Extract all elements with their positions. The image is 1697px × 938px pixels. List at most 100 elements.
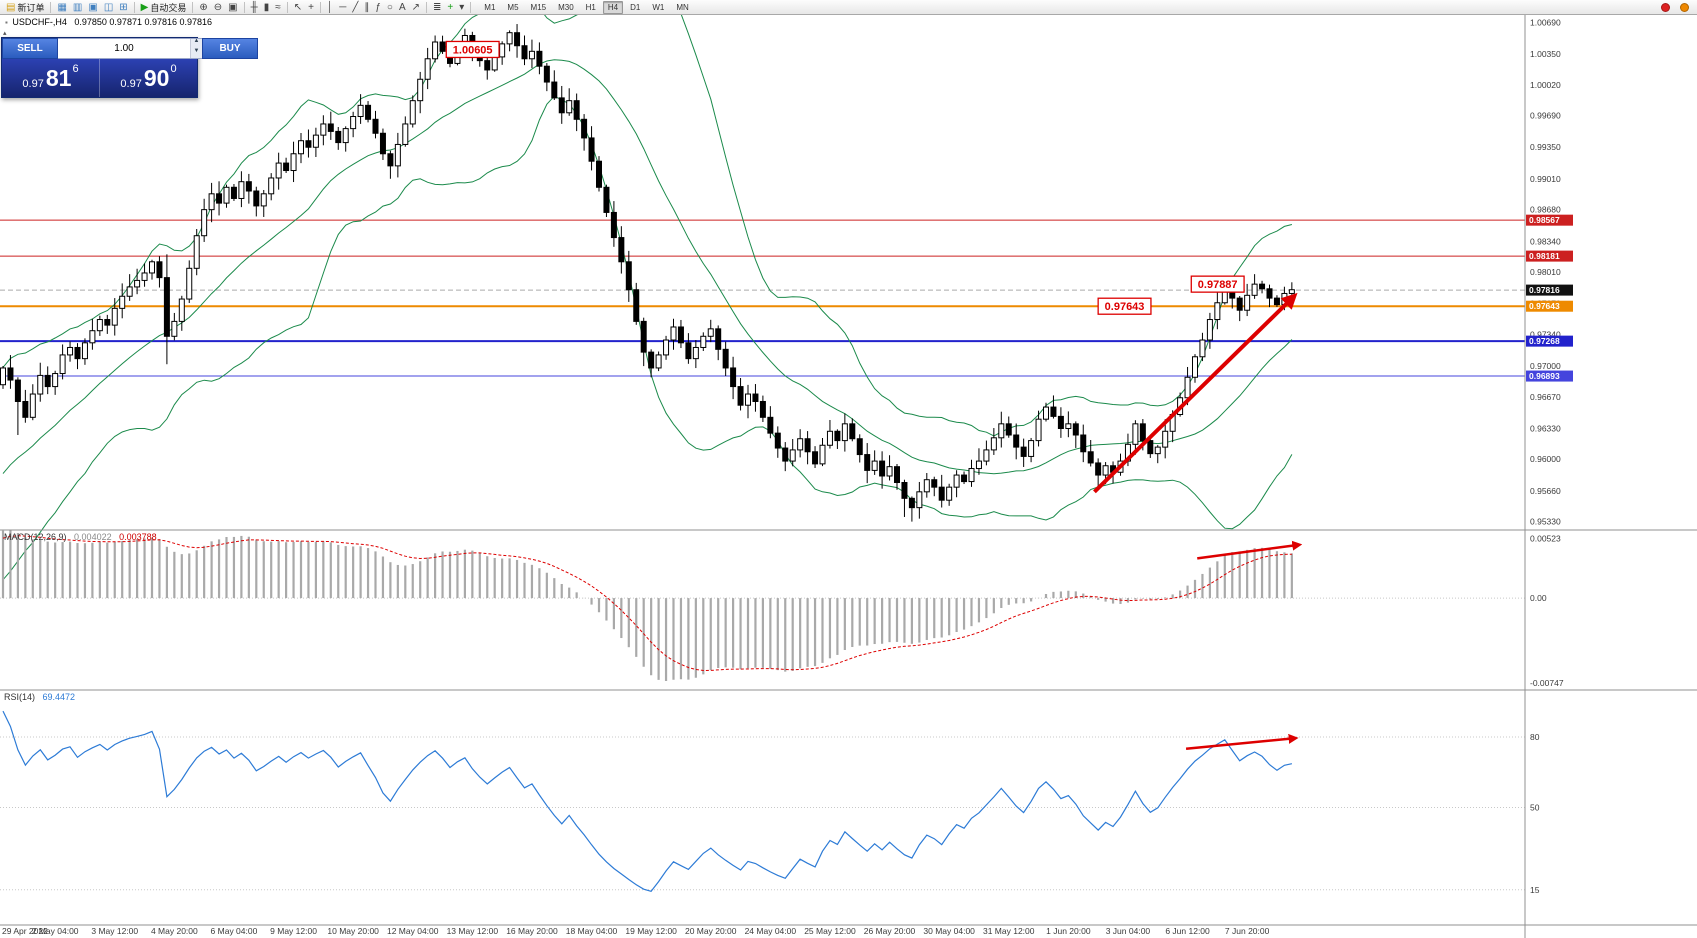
sell-price-button[interactable]: 0.97 81 6 <box>2 59 99 97</box>
sell-button[interactable]: SELL <box>2 38 58 59</box>
record-status-icon[interactable] <box>1661 2 1670 12</box>
buy-button[interactable]: BUY <box>202 38 258 59</box>
rsi-trend-arrow[interactable] <box>1185 733 1299 750</box>
candlestick-series <box>0 24 1295 522</box>
periods-dropdown-icon[interactable]: ▾ <box>457 1 466 14</box>
svg-text:0.00: 0.00 <box>1530 593 1547 603</box>
price-annotation-box[interactable] <box>1097 297 1152 315</box>
price-annotation-box[interactable] <box>1190 275 1245 293</box>
alert-status-icon[interactable] <box>1680 2 1689 12</box>
channel-icon[interactable]: ∥ <box>362 1 371 14</box>
timeframe-m1[interactable]: M1 <box>484 2 496 12</box>
horizontal-lines[interactable] <box>0 219 1525 377</box>
timeframe-m15[interactable]: M15 <box>530 2 547 12</box>
indicators-icon: ≣ <box>433 1 442 13</box>
buy-price-big: 90 <box>143 65 170 91</box>
timeframe-mn[interactable]: MN <box>676 2 689 12</box>
toolbar-separator <box>286 1 288 13</box>
tile-windows-icon[interactable]: ▣ <box>226 1 239 14</box>
shapes-icon[interactable]: ○ <box>385 1 395 14</box>
timeframe-m30[interactable]: M30 <box>558 2 574 12</box>
horizontal-line-icon[interactable]: ─ <box>337 1 348 14</box>
timeframe-d1[interactable]: D1 <box>630 2 641 12</box>
symbol-info: ▪ USDCHF-,H4 0.97850 0.97871 0.97816 0.9… <box>5 17 212 27</box>
date-label: 13 May 12:00 <box>447 926 499 936</box>
zoom-out-icon: ⊖ <box>213 1 223 13</box>
chart-profile-icon[interactable]: ▥ <box>71 1 84 14</box>
macd-trend-arrow[interactable] <box>1197 540 1303 560</box>
cursor-icon[interactable]: ↖ <box>292 1 304 14</box>
arrow-tool-icon[interactable]: ↗ <box>410 1 422 14</box>
svg-text:0.97268: 0.97268 <box>1529 336 1560 346</box>
svg-text:0.96893: 0.96893 <box>1529 371 1560 381</box>
bar-chart-icon: ╫ <box>250 1 258 13</box>
macd-panel <box>0 530 1525 682</box>
volume-input[interactable] <box>58 39 190 58</box>
annotation-boxes[interactable]: 1.00605 0.97887 0.97643 <box>445 40 1245 315</box>
timeframe-h1[interactable]: H1 <box>585 2 596 12</box>
trendline-icon: ╱ <box>352 1 359 13</box>
fibonacci-icon[interactable]: ƒ <box>373 1 383 14</box>
vertical-line-icon[interactable]: │ <box>325 1 335 14</box>
buy-price-button[interactable]: 0.97 90 0 <box>100 59 197 97</box>
new-order-button[interactable]: ▤ 新订单 <box>4 1 46 14</box>
date-label: 16 May 20:00 <box>506 926 558 936</box>
autotrading-button-label: 自动交易 <box>150 2 187 13</box>
price-annotation-box[interactable] <box>445 40 500 59</box>
rsi-value: 69.4472 <box>42 692 76 702</box>
main-trend-arrow[interactable] <box>1093 292 1298 494</box>
indicators-icon[interactable]: ≣ <box>431 1 443 14</box>
text-icon[interactable]: A <box>397 1 408 14</box>
one-click-header: SELL ▲ ▼ BUY <box>2 38 258 59</box>
market-watch-icon: ▣ <box>88 1 98 13</box>
channel-icon: ∥ <box>364 1 370 13</box>
date-label: 4 May 20:00 <box>151 926 198 936</box>
volume-up-icon[interactable]: ▲ <box>191 38 202 49</box>
zoom-out-icon[interactable]: ⊖ <box>212 1 224 14</box>
toolbar-separator <box>319 1 321 13</box>
new-chart-icon[interactable]: ▦ <box>55 1 68 14</box>
svg-text:0.97340: 0.97340 <box>1530 329 1561 339</box>
candle-chart-icon[interactable]: ▮ <box>262 1 272 14</box>
price-tag-0.97643 <box>1526 300 1573 312</box>
svg-text:0.97816: 0.97816 <box>1529 285 1560 295</box>
svg-text:0.95330: 0.95330 <box>1530 517 1561 527</box>
terminal-icon[interactable]: ⊞ <box>117 1 129 14</box>
bar-chart-icon[interactable]: ╫ <box>249 1 260 14</box>
date-label: 24 May 04:00 <box>745 926 797 936</box>
crosshair-icon[interactable]: + <box>306 1 316 14</box>
line-chart-icon[interactable]: ≈ <box>273 1 283 14</box>
autotrading-button[interactable]: ▶ 自动交易 <box>139 1 189 14</box>
volume-box: ▲ ▼ <box>58 38 202 59</box>
timeframe-m5[interactable]: M5 <box>507 2 519 12</box>
horizontal-line-icon: ─ <box>339 1 347 13</box>
timeframe-h4[interactable]: H4 <box>602 0 624 14</box>
timeframe-w1[interactable]: W1 <box>652 2 665 12</box>
line-chart-icon: ≈ <box>275 1 281 13</box>
price-tag-0.96893 <box>1526 370 1573 382</box>
date-label: 26 May 20:00 <box>864 926 916 936</box>
date-label: 2 May 04:00 <box>32 926 79 936</box>
one-click-collapse-icon[interactable]: ▴ <box>3 30 7 37</box>
toolbar-separator <box>243 1 245 13</box>
sell-price-pip: 6 <box>72 63 79 75</box>
add-indicator-icon[interactable]: + <box>445 1 455 14</box>
autotrading-icon: ▶ <box>140 1 149 13</box>
timeframe-toolbar: M1 M5 M15 M30 H1 H4 D1 W1 MN <box>478 0 695 14</box>
trend-arrows[interactable] <box>1093 292 1303 750</box>
volume-down-icon[interactable]: ▼ <box>191 48 202 58</box>
price-tag-0.97268 <box>1526 335 1573 347</box>
crosshair-icon: + <box>308 1 314 13</box>
toolbar-separator <box>50 1 52 13</box>
navigator-icon[interactable]: ◫ <box>102 1 115 14</box>
market-watch-icon[interactable]: ▣ <box>86 1 99 14</box>
date-label: 12 May 04:00 <box>387 926 439 936</box>
svg-text:0.97643: 0.97643 <box>1529 301 1560 311</box>
trendline-icon[interactable]: ╱ <box>350 1 360 14</box>
ohlc-values: 0.97850 0.97871 0.97816 0.97816 <box>74 17 213 27</box>
zoom-in-icon[interactable]: ⊕ <box>197 1 209 14</box>
date-label: 25 May 12:00 <box>804 926 856 936</box>
